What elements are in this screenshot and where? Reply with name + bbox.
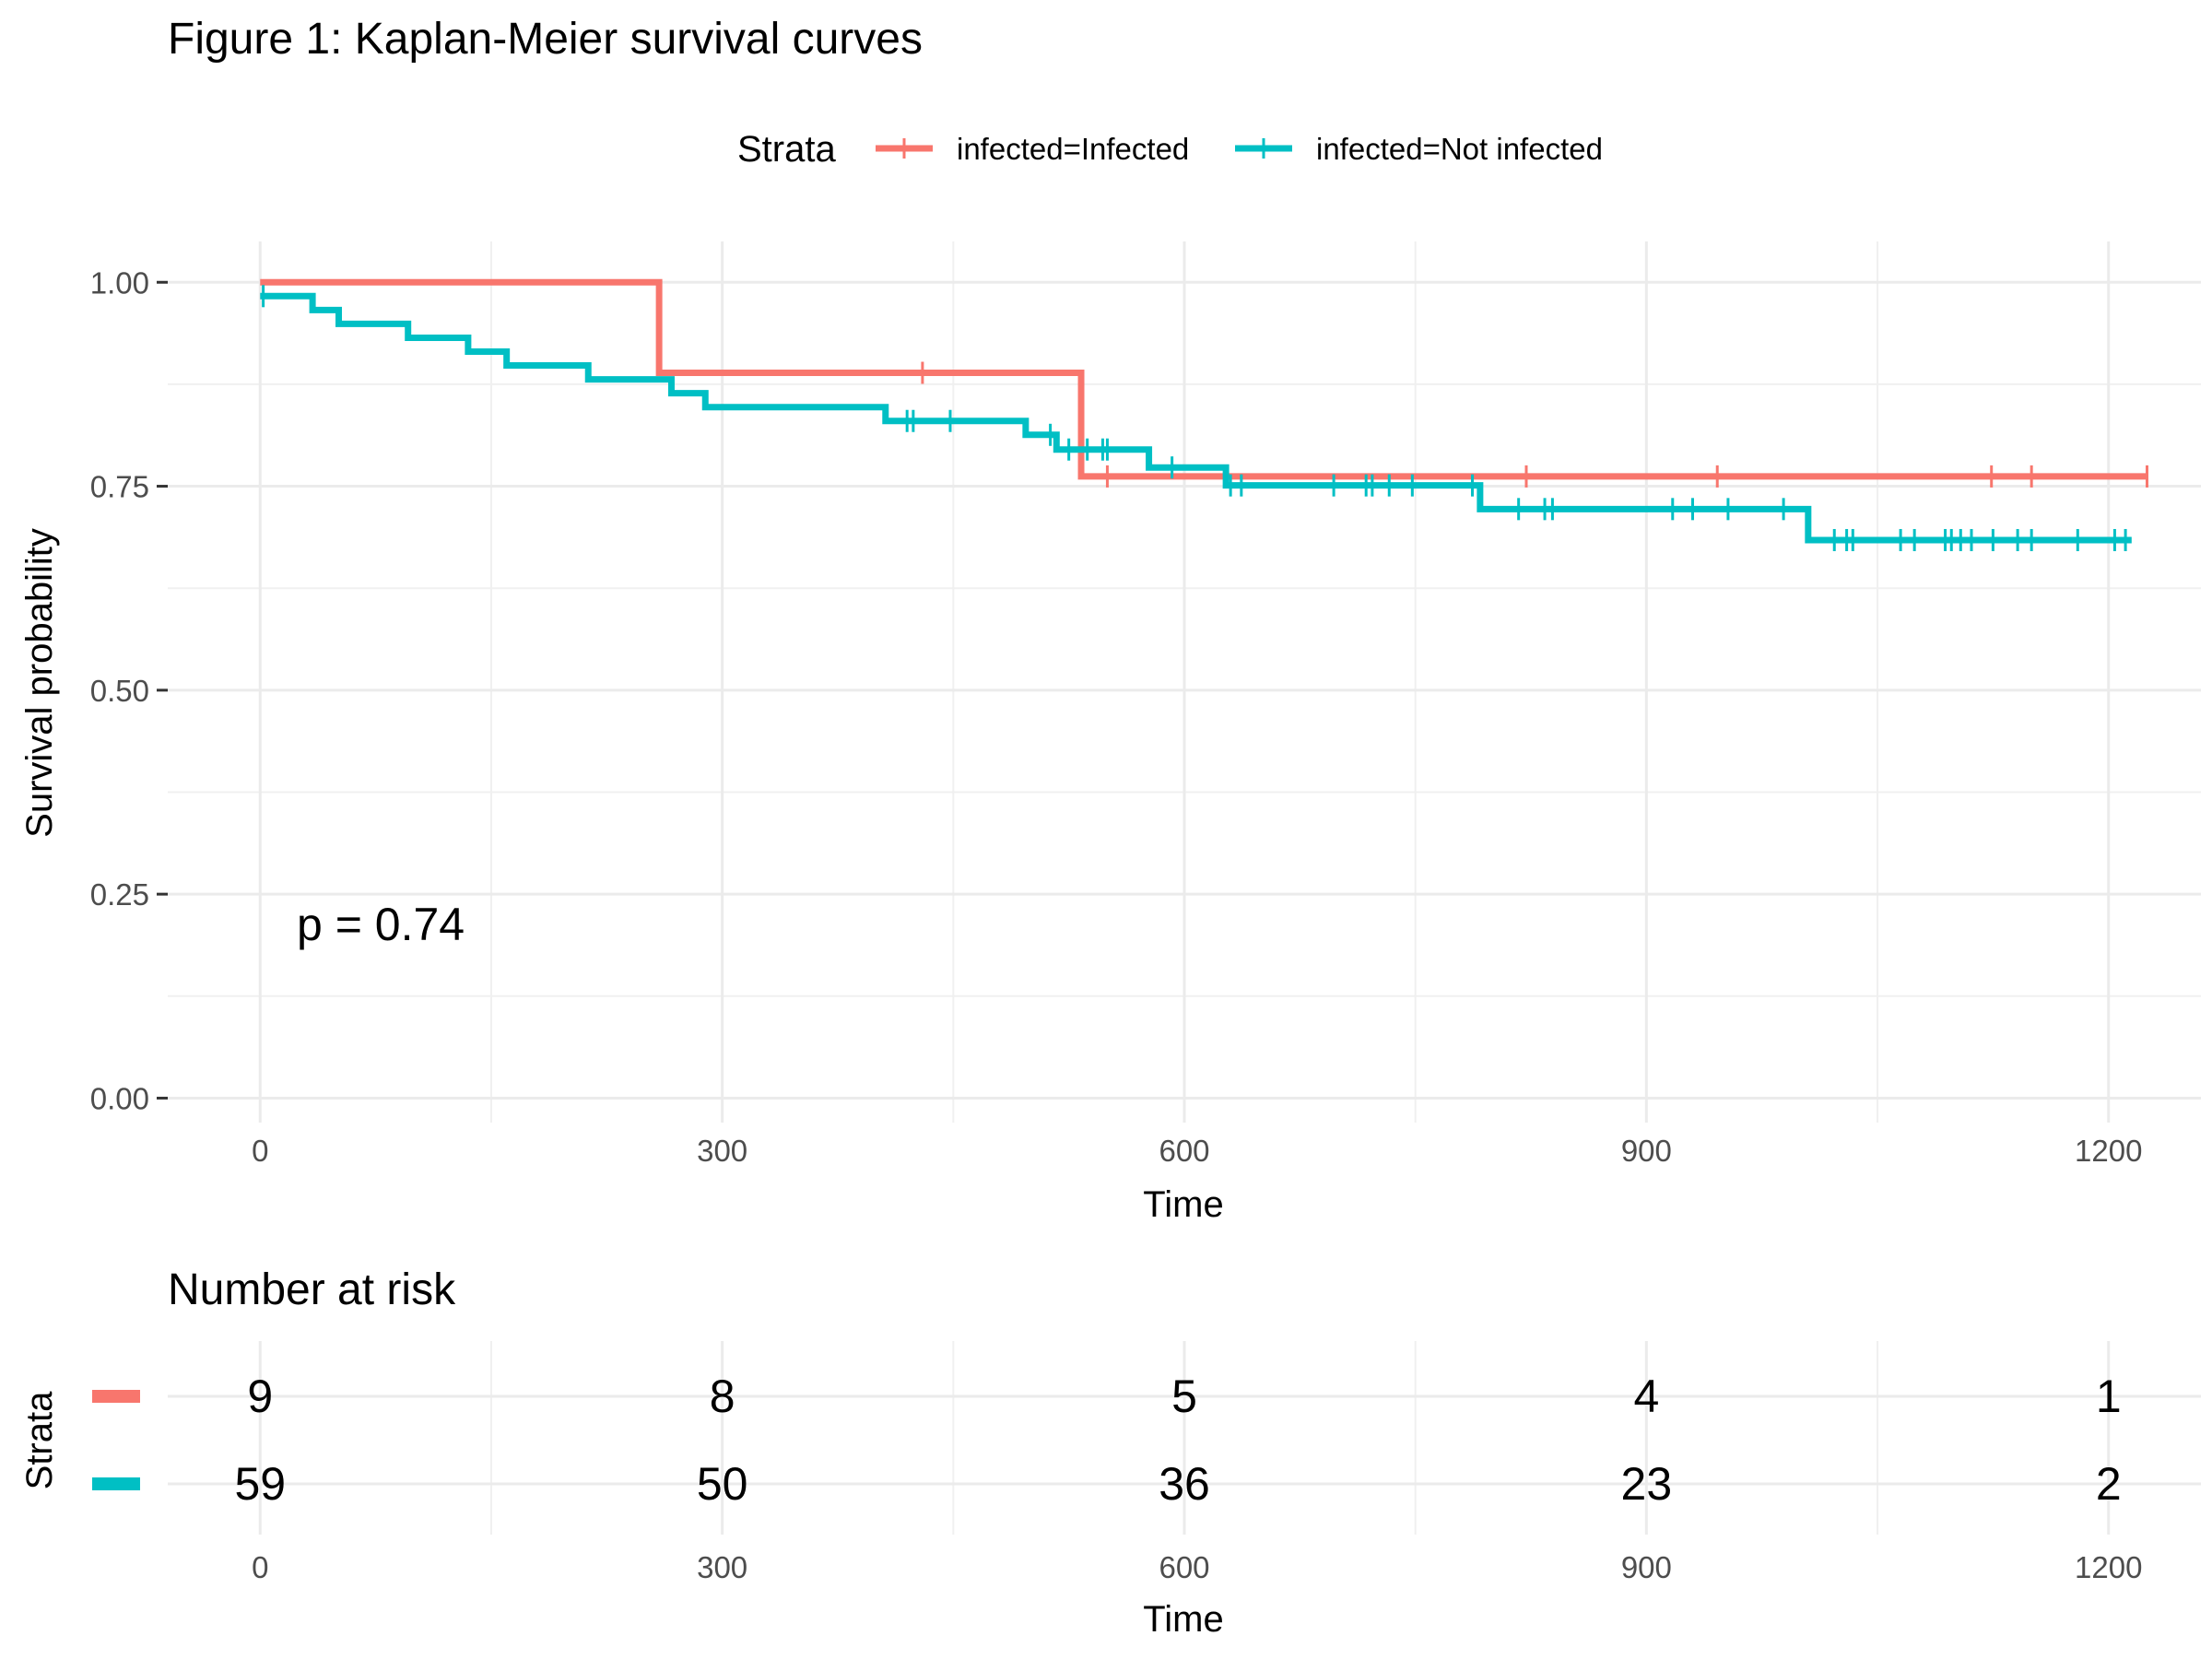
risk-x-axis-label: Time bbox=[1143, 1599, 1223, 1640]
legend-label-not-infected: infected=Not infected bbox=[1316, 132, 1603, 166]
risk-value: 2 bbox=[2096, 1458, 2122, 1510]
figure-title: Figure 1: Kaplan-Meier survival curves bbox=[168, 15, 923, 64]
y-tick-label: 0.75 bbox=[90, 470, 149, 504]
main-grid bbox=[168, 241, 2201, 1123]
risk-grid bbox=[168, 1341, 2201, 1535]
risk-x-tick-label: 1200 bbox=[2075, 1550, 2142, 1584]
risk-table-title: Number at risk bbox=[168, 1265, 456, 1314]
p-value-annotation: p = 0.74 bbox=[297, 899, 465, 950]
risk-x-tick-label: 900 bbox=[1621, 1550, 1672, 1584]
x-axis-label: Time bbox=[1143, 1184, 1223, 1225]
risk-strata-keys bbox=[92, 1390, 140, 1490]
y-tick-label: 0.25 bbox=[90, 877, 149, 912]
y-tick-label: 1.00 bbox=[90, 265, 149, 300]
risk-values: 9 8 5 4 1 59 50 36 23 2 bbox=[234, 1371, 2121, 1510]
main-y-axis: 0.00 0.25 0.50 0.75 1.00 bbox=[90, 265, 168, 1115]
legend-title: Strata bbox=[737, 129, 836, 170]
x-tick-label: 0 bbox=[252, 1134, 268, 1168]
survival-curves bbox=[260, 278, 2149, 551]
risk-table: Number at risk 9 8 5 4 1 59 50 36 23 2 0 300 600 900… bbox=[19, 1265, 2201, 1640]
y-axis-label: Survival probability bbox=[19, 528, 60, 838]
risk-value: 9 bbox=[247, 1371, 273, 1422]
legend-label-infected: infected=Infected bbox=[957, 132, 1189, 166]
y-tick-label: 0.00 bbox=[90, 1081, 149, 1115]
risk-value: 36 bbox=[1159, 1458, 1210, 1510]
risk-value: 1 bbox=[2096, 1371, 2122, 1422]
curve-not-infected bbox=[260, 292, 2132, 544]
risk-x-tick-label: 300 bbox=[697, 1550, 747, 1584]
risk-value: 59 bbox=[234, 1458, 286, 1510]
risk-value: 5 bbox=[1171, 1371, 1197, 1422]
risk-value: 23 bbox=[1621, 1458, 1673, 1510]
y-tick-label: 0.50 bbox=[90, 674, 149, 708]
legend: Strata infected=Infected infected=Not in… bbox=[737, 129, 1603, 170]
risk-x-tick-label: 600 bbox=[1159, 1550, 1209, 1584]
legend-key-not-infected bbox=[1235, 138, 1292, 159]
risk-x-tick-label: 0 bbox=[252, 1550, 268, 1584]
risk-value: 8 bbox=[710, 1371, 735, 1422]
x-tick-label: 1200 bbox=[2075, 1134, 2142, 1168]
main-plot: 0.00 0.25 0.50 0.75 1.00 0 300 600 900 1200 p = … bbox=[19, 241, 2201, 1225]
x-tick-label: 300 bbox=[697, 1134, 747, 1168]
risk-value: 4 bbox=[1633, 1371, 1659, 1422]
main-x-axis: 0 300 600 900 1200 bbox=[252, 1134, 2142, 1168]
legend-key-infected bbox=[876, 138, 933, 159]
curve-infected bbox=[260, 278, 2147, 480]
risk-x-axis: 0 300 600 900 1200 bbox=[252, 1550, 2142, 1584]
risk-value: 50 bbox=[697, 1458, 748, 1510]
x-tick-label: 900 bbox=[1621, 1134, 1672, 1168]
risk-y-axis-label: Strata bbox=[19, 1391, 60, 1489]
x-tick-label: 600 bbox=[1159, 1134, 1209, 1168]
